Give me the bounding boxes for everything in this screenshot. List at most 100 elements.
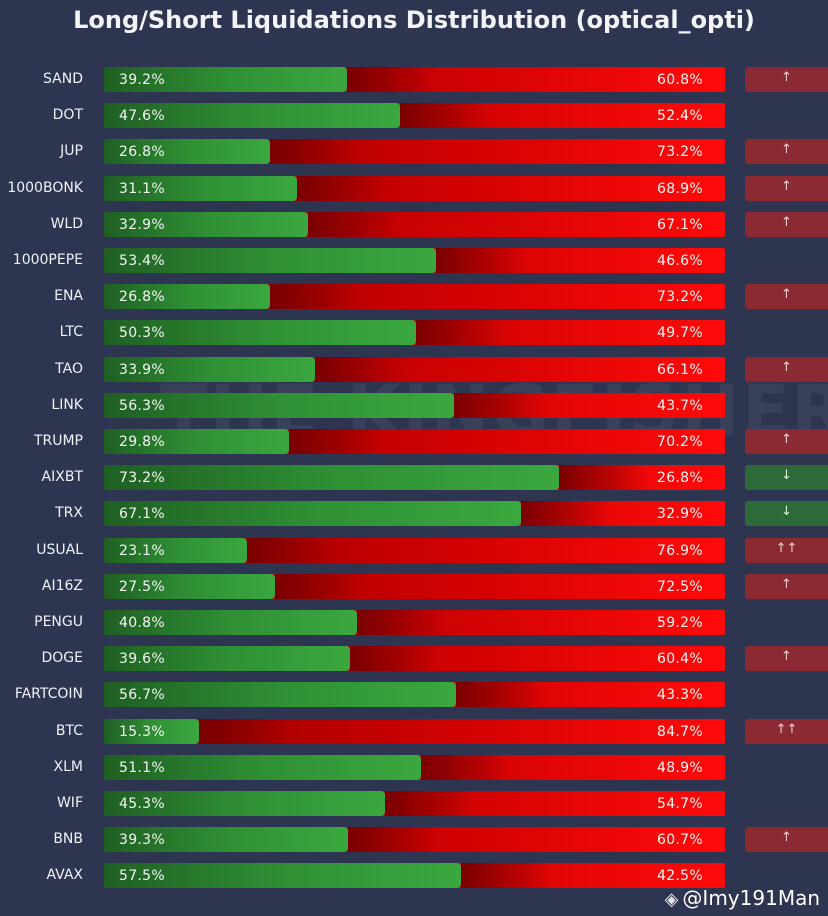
short-bar: 39.3% 60.7%: [104, 827, 725, 853]
binance-logo-icon: ◈: [664, 889, 679, 910]
ticker-label: BNB: [53, 831, 83, 848]
long-bar: [104, 863, 462, 889]
row-ai16z: AI16Z 27.5% 72.5% ↑: [0, 573, 828, 599]
short-value-label: 70.2%: [657, 434, 703, 450]
ticker-label: FARTCOIN: [14, 686, 83, 703]
short-bar-shade: [348, 827, 439, 853]
ticker-label: SAND: [43, 71, 83, 87]
short-bar: 26.8% 73.2%: [104, 139, 725, 165]
ticker-label: LINK: [51, 396, 83, 413]
short-bar: 33.9% 66.1%: [104, 356, 725, 382]
row-bnb: BNB 39.3% 60.7% ↑: [0, 827, 828, 853]
short-bar-shade: [349, 646, 440, 672]
ticker-label: AVAX: [46, 867, 83, 884]
long-value-label: 39.6%: [119, 651, 165, 668]
long-value-label: 57.5%: [119, 868, 165, 885]
long-bar: [104, 211, 309, 237]
short-bar-shade: [297, 175, 388, 201]
short-value-label: 49.7%: [657, 325, 703, 342]
short-bar-shade: [357, 610, 448, 635]
short-bar: 29.8% 70.2%: [104, 429, 725, 454]
ticker-label: TAO: [55, 360, 83, 377]
arrow-up-icon: ↑: [745, 827, 828, 853]
short-value-label: 26.8%: [657, 470, 703, 487]
short-bar: 15.3% 84.7%: [104, 718, 725, 744]
ticker-label: AI16Z: [41, 577, 83, 594]
short-value-label: 76.9%: [657, 542, 703, 559]
long-bar: [104, 284, 271, 310]
short-value-label: 60.7%: [657, 832, 703, 849]
short-value-label: 60.4%: [657, 651, 703, 668]
long-bar: [104, 501, 521, 527]
short-bar-shade: [421, 754, 512, 780]
ticker-label: 1000BONK: [7, 179, 83, 196]
short-bar: 32.9% 67.1%: [104, 211, 725, 237]
short-bar: 51.1% 48.9%: [104, 754, 725, 780]
arrow-up-icon: ↑: [745, 175, 828, 201]
short-bar-shade: [385, 791, 476, 816]
arrow-up-icon: ↑: [745, 211, 828, 237]
row-doge: DOGE 39.6% 60.4% ↑: [0, 646, 828, 672]
long-value-label: 56.3%: [119, 397, 165, 414]
short-bar: 31.1% 68.9%: [104, 175, 725, 201]
long-value-label: 53.4%: [119, 253, 165, 269]
short-bar: 56.7% 43.3%: [104, 682, 725, 708]
arrow-up-icon: ↑: [745, 139, 828, 165]
long-value-label: 27.5%: [119, 578, 165, 595]
arrow-up-icon: ↑: [745, 429, 828, 454]
short-bar-shade: [399, 103, 490, 129]
long-bar: [104, 175, 298, 201]
arrow-up-icon: ↑: [745, 646, 828, 672]
row-trx: TRX 67.1% 32.9% ↓: [0, 501, 828, 527]
long-bar: [104, 718, 199, 744]
row-fartcoin: FARTCOIN 56.7% 43.3%: [0, 682, 828, 708]
long-value-label: 40.8%: [119, 615, 165, 631]
short-value-label: 48.9%: [657, 759, 703, 776]
short-bar: 39.6% 60.4%: [104, 646, 725, 672]
long-value-label: 31.1%: [119, 180, 165, 197]
row-sand: SAND 39.2% 60.8% ↑: [0, 67, 828, 92]
ticker-label: ENA: [54, 288, 83, 305]
short-bar-shade: [558, 465, 649, 491]
credit: ◈ @Imy191Man: [665, 886, 820, 910]
arrow-down-icon: ↓: [745, 501, 828, 527]
arrow-up-icon: ↑: [745, 573, 828, 599]
long-bar: [104, 139, 271, 165]
short-value-label: 52.4%: [657, 108, 703, 125]
short-value-label: 66.1%: [657, 361, 703, 378]
row-dot: DOT 47.6% 52.4%: [0, 103, 828, 129]
long-bar: [104, 67, 348, 92]
short-value-label: 46.6%: [657, 253, 703, 269]
long-value-label: 47.6%: [119, 108, 165, 125]
short-bar: 45.3% 54.7%: [104, 791, 725, 816]
long-value-label: 56.7%: [119, 687, 165, 704]
long-value-label: 45.3%: [119, 796, 165, 812]
arrow-up-icon: ↑: [745, 67, 828, 92]
long-value-label: 50.3%: [119, 325, 165, 342]
short-bar: 56.3% 43.7%: [104, 392, 725, 418]
long-bar: [104, 392, 454, 418]
row-ena: ENA 26.8% 73.2% ↑: [0, 284, 828, 310]
long-value-label: 51.1%: [119, 759, 165, 776]
long-bar: [104, 356, 315, 382]
ticker-label: PENGU: [34, 614, 83, 630]
long-bar: [104, 646, 350, 672]
long-bar: [104, 827, 349, 853]
short-value-label: 43.3%: [657, 687, 703, 704]
short-bar-shade: [199, 718, 289, 744]
long-bar: [104, 320, 417, 346]
short-value-label: 42.5%: [657, 868, 703, 885]
arrow-up-icon: ↑↑: [745, 718, 828, 744]
row-tao: TAO 33.9% 66.1% ↑: [0, 356, 828, 382]
long-bar: [104, 573, 275, 599]
short-bar-shade: [289, 429, 380, 454]
short-bar: 27.5% 72.5%: [104, 573, 725, 599]
long-bar: [104, 791, 386, 816]
ticker-label: XLM: [53, 758, 83, 775]
long-bar: [104, 429, 290, 454]
short-value-label: 72.5%: [657, 578, 703, 595]
short-bar: 73.2% 26.8%: [104, 465, 725, 491]
short-bar: 67.1% 32.9%: [104, 501, 725, 527]
short-bar-shade: [247, 537, 338, 563]
short-bar-shade: [435, 248, 526, 273]
